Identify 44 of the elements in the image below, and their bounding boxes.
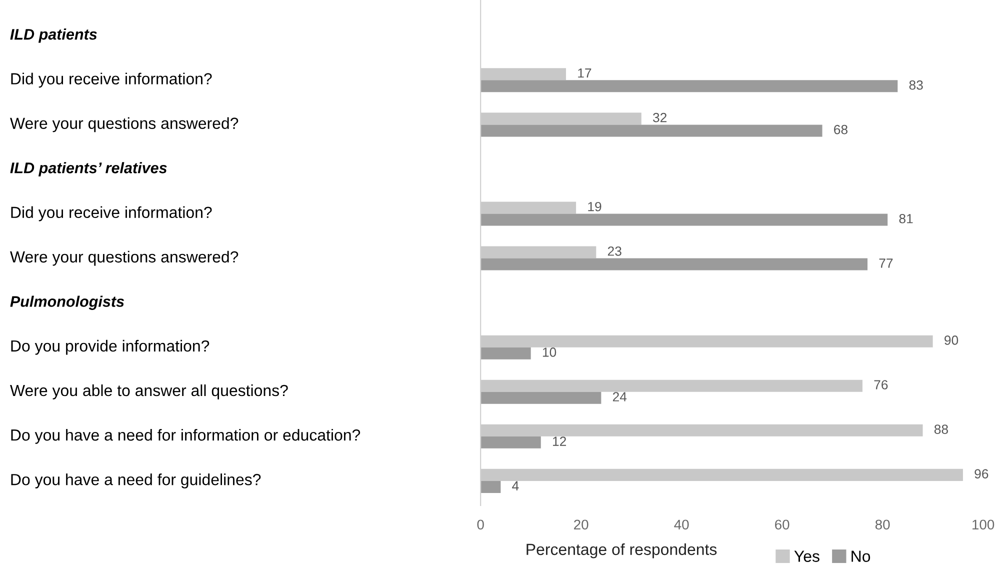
y-tick-label: Did you receive information? bbox=[11, 72, 212, 88]
y-tick-label: ILD patients’ relatives bbox=[10, 162, 167, 176]
data-label: 24 bbox=[612, 392, 627, 402]
y-tick-label: Do you have a need for information or education? bbox=[11, 428, 360, 444]
data-label: 96 bbox=[974, 469, 988, 478]
y-tick-label: ILD patients bbox=[10, 28, 97, 43]
data-label: 68 bbox=[834, 124, 848, 134]
bar bbox=[480, 436, 541, 448]
bar bbox=[480, 392, 602, 404]
x-tick-label: 60 bbox=[775, 520, 790, 530]
data-label: 10 bbox=[542, 348, 556, 357]
x-tick-label: 80 bbox=[875, 520, 890, 530]
data-label: 81 bbox=[899, 214, 913, 224]
y-tick-label: Were you able to answer all questions? bbox=[10, 384, 288, 400]
y-tick-label: Were your questions answered? bbox=[10, 250, 238, 266]
bar bbox=[480, 80, 898, 92]
legend-label: Yes bbox=[794, 550, 820, 562]
data-label: 90 bbox=[944, 336, 958, 345]
data-label: 19 bbox=[588, 202, 602, 212]
data-label: 83 bbox=[909, 80, 923, 90]
data-label: 76 bbox=[874, 380, 888, 390]
bar bbox=[480, 258, 868, 270]
x-tick-label: 0 bbox=[477, 520, 484, 530]
data-label: 4 bbox=[512, 481, 519, 490]
bar bbox=[480, 347, 531, 360]
y-tick-label: Do you provide information? bbox=[11, 340, 210, 355]
x-tick-label: 20 bbox=[574, 520, 588, 530]
data-label: 88 bbox=[934, 424, 948, 434]
bar bbox=[480, 480, 501, 493]
bar bbox=[480, 124, 822, 137]
data-label: 17 bbox=[578, 68, 592, 78]
data-label: 23 bbox=[608, 246, 622, 256]
x-axis-title: Percentage of respondents bbox=[526, 543, 717, 558]
data-label: 12 bbox=[553, 436, 566, 446]
legend-label: No bbox=[852, 550, 870, 562]
y-tick-label: Pulmonologists bbox=[10, 296, 124, 310]
x-tick-label: 40 bbox=[674, 520, 689, 530]
x-tick-label: 100 bbox=[972, 520, 994, 530]
y-tick-label: Do you have a need for guidelines? bbox=[11, 474, 261, 488]
data-label: 77 bbox=[879, 258, 893, 268]
data-label: 32 bbox=[652, 112, 666, 122]
bar bbox=[480, 214, 888, 226]
y-tick-label: Were your questions answered? bbox=[10, 117, 238, 132]
y-tick-label: Did you receive information? bbox=[11, 206, 212, 222]
